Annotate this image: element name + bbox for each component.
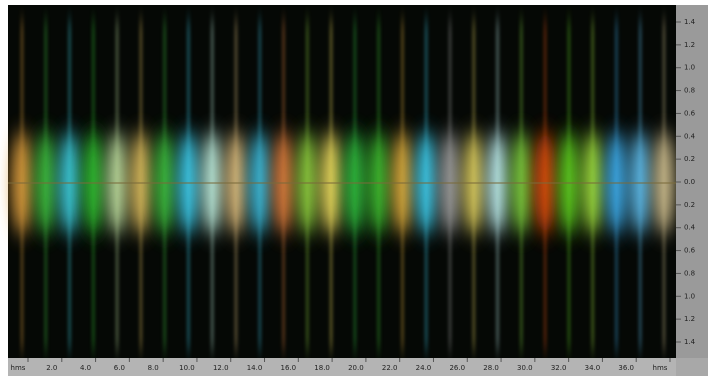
pan-label: 0.4 [684, 132, 696, 140]
time-label: 20.0 [348, 364, 364, 372]
time-label: 24.0 [416, 364, 432, 372]
pan-label: 0.2 [684, 201, 695, 209]
pan-label: 0.2 [684, 155, 695, 163]
time-ruler [8, 358, 676, 376]
time-label: hms [653, 364, 668, 372]
time-label: 10.0 [179, 364, 195, 372]
time-label: 30.0 [517, 364, 533, 372]
pan-label: 0.4 [684, 224, 696, 232]
time-label: 22.0 [382, 364, 398, 372]
pan-label: 1.4 [684, 338, 696, 346]
time-label: 14.0 [247, 364, 263, 372]
time-label: 32.0 [551, 364, 567, 372]
pan-label: 1.4 [684, 18, 696, 26]
time-label: 6.0 [114, 364, 125, 372]
pan-label: 1.2 [684, 41, 695, 49]
pan-label: 0.6 [684, 247, 696, 255]
time-label: 18.0 [314, 364, 330, 372]
time-label: 34.0 [585, 364, 601, 372]
spectral-pan-display: hms 2.0 4.0 6.0 8.0 10.0 12.0 14.0 16.0 18.0 20.0 2… [0, 0, 708, 380]
time-label: 28.0 [483, 364, 499, 372]
time-label: 36.0 [618, 364, 634, 372]
time-label: 12.0 [213, 364, 229, 372]
time-label: 2.0 [46, 364, 57, 372]
pan-label: 1.2 [684, 315, 695, 323]
time-label: hms [11, 364, 26, 372]
time-label: 4.0 [80, 364, 91, 372]
pan-label: 0.8 [684, 87, 695, 95]
pan-label: 0.6 [684, 109, 696, 117]
time-label: 8.0 [148, 364, 159, 372]
pan-label: 1.0 [684, 292, 695, 300]
pan-label: 1.0 [684, 64, 695, 72]
time-label: 26.0 [449, 364, 465, 372]
ruler-corner [676, 358, 708, 376]
pan-label: 0.0 [684, 178, 695, 186]
pan-label: 0.8 [684, 269, 695, 277]
time-label: 16.0 [281, 364, 297, 372]
